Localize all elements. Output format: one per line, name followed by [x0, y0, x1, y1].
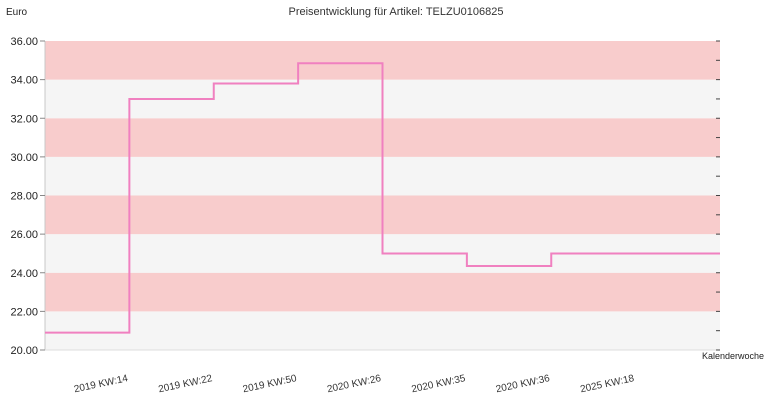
price-series-line [45, 62, 720, 334]
x-tick-label: 2025 KW:18 [579, 373, 635, 395]
x-axis-ticks: 2019 KW:14 2019 KW:22 2019 KW:50 2020 KW:26… [73, 373, 636, 395]
series-group [45, 62, 720, 334]
y-axis-ticks: 20.00 22.00 24.00 26.00 28.00 30.00 32.00 34.00… [10, 36, 45, 357]
y-tick-label: 34.00 [10, 75, 38, 87]
x-tick-label: 2019 KW:22 [157, 373, 213, 395]
y-axis-label: Euro [6, 7, 28, 18]
x-tick-label: 2020 KW:26 [326, 373, 382, 395]
y-tick-label: 26.00 [10, 229, 38, 241]
y-tick-label: 32.00 [10, 113, 38, 125]
x-axis-label: Kalenderwoche [702, 351, 764, 361]
x-tick-label: 2019 KW:50 [242, 373, 298, 395]
x-tick-label: 2020 KW:35 [411, 373, 467, 395]
y-tick-label: 24.00 [10, 268, 38, 280]
y-tick-label: 30.00 [10, 152, 38, 164]
plot-band [45, 311, 720, 350]
y-tick-label: 36.00 [10, 36, 38, 48]
y-tick-label: 20.00 [10, 345, 38, 357]
x-tick-label: 2020 KW:36 [495, 373, 551, 395]
chart-title: Preisentwicklung für Artikel: TELZU01068… [288, 6, 503, 18]
plot-band [45, 272, 720, 312]
y-tick-label: 28.00 [10, 191, 38, 203]
y-tick-label: 22.00 [10, 306, 38, 318]
x-tick-label: 2019 KW:14 [73, 373, 129, 395]
